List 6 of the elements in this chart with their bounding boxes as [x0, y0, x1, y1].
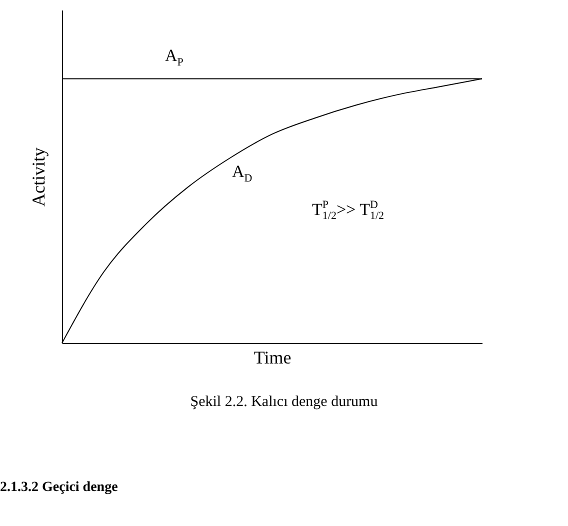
y-axis-title: Activity: [28, 148, 48, 206]
series-label: A$_{D}$: [232, 162, 252, 184]
x-axis-title: Time: [254, 348, 292, 368]
text: 2.1.3.2 Geçici denge: [0, 480, 118, 496]
text: Şekil 2.2. Kalıcı denge durumu: [189, 394, 379, 411]
series-label: A$_{P}$: [165, 46, 184, 68]
